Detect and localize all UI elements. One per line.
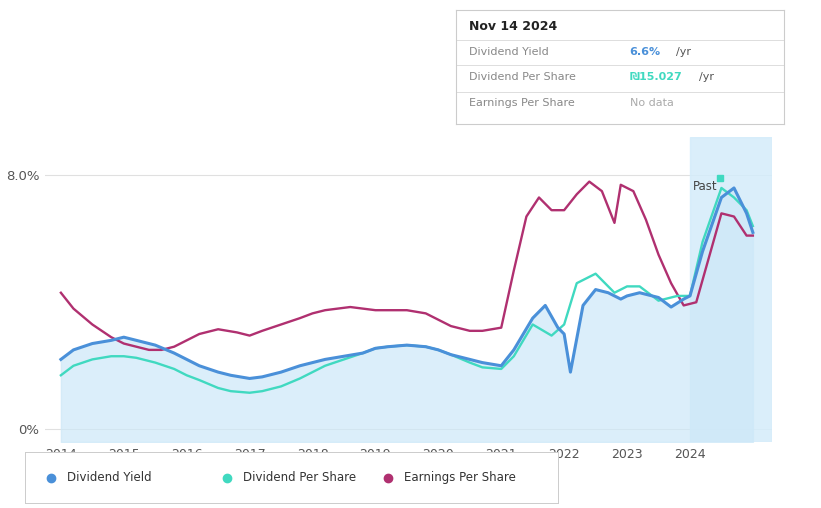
Text: Past: Past xyxy=(693,180,718,193)
Text: ₪15.027: ₪15.027 xyxy=(630,72,682,82)
Text: Nov 14 2024: Nov 14 2024 xyxy=(469,20,557,34)
Text: No data: No data xyxy=(630,98,673,108)
Text: Dividend Per Share: Dividend Per Share xyxy=(469,72,576,82)
Text: /yr: /yr xyxy=(676,47,690,57)
Text: 6.6%: 6.6% xyxy=(630,47,661,57)
Text: Earnings Per Share: Earnings Per Share xyxy=(469,98,575,108)
Text: Earnings Per Share: Earnings Per Share xyxy=(404,471,516,484)
Text: Dividend Yield: Dividend Yield xyxy=(469,47,548,57)
Text: Dividend Yield: Dividend Yield xyxy=(67,471,152,484)
Text: Dividend Per Share: Dividend Per Share xyxy=(244,471,356,484)
Text: /yr: /yr xyxy=(699,72,713,82)
Bar xyxy=(690,137,772,442)
